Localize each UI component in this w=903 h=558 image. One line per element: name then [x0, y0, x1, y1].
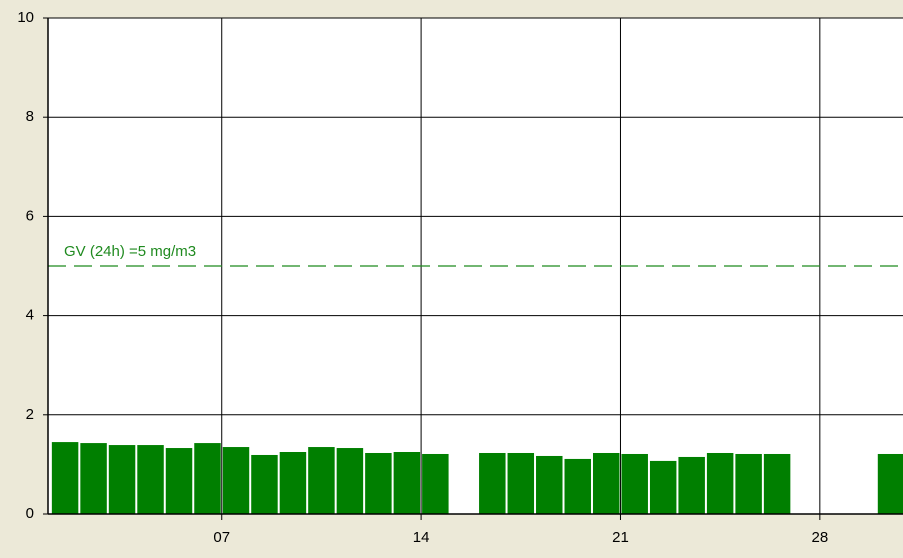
bar [479, 452, 506, 514]
bar [393, 452, 421, 514]
x-tick-label: 21 [612, 529, 629, 546]
bar [763, 453, 791, 514]
bar [649, 460, 677, 514]
y-tick-label: 8 [26, 108, 34, 125]
bar [165, 448, 193, 514]
bar [877, 453, 903, 514]
bar [365, 452, 392, 514]
bar [422, 453, 449, 514]
y-tick-label: 10 [17, 9, 34, 26]
bar [194, 443, 221, 514]
bar [536, 455, 563, 514]
bar [678, 456, 705, 514]
bar [621, 453, 648, 514]
y-tick-label: 4 [26, 307, 34, 324]
x-tick-label: 14 [413, 529, 430, 546]
reference-label: GV (24h) =5 mg/m3 [64, 243, 196, 260]
bar [336, 448, 364, 514]
y-tick-label: 6 [26, 207, 34, 224]
bar [279, 452, 307, 514]
x-tick-label: 07 [213, 529, 230, 546]
bar [592, 452, 620, 514]
bar [222, 447, 250, 514]
bar [706, 452, 734, 514]
bar [507, 452, 535, 514]
bar [308, 447, 335, 514]
bar [564, 458, 591, 514]
y-tick-label: 2 [26, 406, 34, 423]
y-tick-label: 0 [26, 505, 34, 522]
bar [51, 442, 79, 514]
bar [251, 454, 278, 514]
bar [735, 453, 762, 514]
bar [137, 445, 164, 514]
bar [108, 445, 136, 514]
x-tick-label: 28 [811, 529, 828, 546]
bar [80, 443, 107, 514]
